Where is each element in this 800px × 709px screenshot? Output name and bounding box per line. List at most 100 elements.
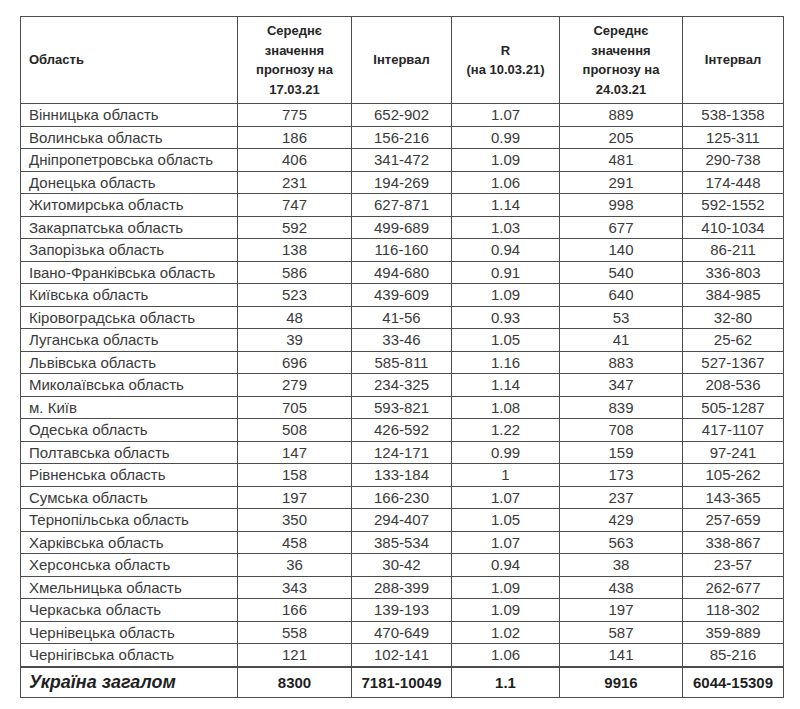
value-cell: 359-889 — [683, 621, 784, 644]
value-cell: 527-1367 — [683, 351, 784, 374]
region-name-cell: Хмельницька область — [21, 576, 238, 599]
value-cell: 140 — [560, 239, 683, 262]
value-cell: 1.08 — [452, 396, 560, 419]
value-cell: 1.14 — [452, 374, 560, 397]
value-cell: 640 — [560, 284, 683, 307]
table-header: Область Середнє значення прогнозу на 17.… — [21, 17, 784, 104]
value-cell: 1.07 — [452, 531, 560, 554]
region-name-cell: Полтавська область — [21, 441, 238, 464]
table-row: Івано-Франківська область586494-6800.915… — [21, 261, 784, 284]
value-cell: 138 — [238, 239, 352, 262]
value-cell: 159 — [560, 441, 683, 464]
value-cell: 385-534 — [352, 531, 452, 554]
value-cell: 174-448 — [683, 171, 784, 194]
region-name-cell: Сумська область — [21, 486, 238, 509]
total-label-cell: Україна загалом — [21, 667, 238, 698]
value-cell: 429 — [560, 509, 683, 532]
value-cell: 708 — [560, 419, 683, 442]
value-cell: 33-46 — [352, 329, 452, 352]
value-cell: 336-803 — [683, 261, 784, 284]
value-cell: 341-472 — [352, 149, 452, 172]
value-cell: 257-659 — [683, 509, 784, 532]
forecast-table: Область Середнє значення прогнозу на 17.… — [20, 16, 784, 698]
value-cell: 205 — [560, 126, 683, 149]
value-cell: 133-184 — [352, 464, 452, 487]
value-cell: 593-821 — [352, 396, 452, 419]
value-cell: 1.07 — [452, 486, 560, 509]
value-cell: 585-811 — [352, 351, 452, 374]
value-cell: 1.02 — [452, 621, 560, 644]
region-name-cell: Волинська область — [21, 126, 238, 149]
table-row: Черкаська область166139-1931.09197118-30… — [21, 599, 784, 622]
table-row: Закарпатська область592499-6891.03677410… — [21, 216, 784, 239]
value-cell: 384-985 — [683, 284, 784, 307]
table-row: Хмельницька область343288-3991.09438262-… — [21, 576, 784, 599]
table-row: Львівська область696585-8111.16883527-13… — [21, 351, 784, 374]
region-name-cell: Львівська область — [21, 351, 238, 374]
table-row: Миколаївська область279234-3251.14347208… — [21, 374, 784, 397]
region-name-cell: Житомирська область — [21, 194, 238, 217]
total-value-cell: 8300 — [238, 667, 352, 698]
value-cell: 197 — [560, 599, 683, 622]
value-cell: 1.06 — [452, 171, 560, 194]
table-row: Запорізька область138116-1600.9414086-21… — [21, 239, 784, 262]
value-cell: 173 — [560, 464, 683, 487]
table-row: Житомирська область747627-8711.14998592-… — [21, 194, 784, 217]
value-cell: 166 — [238, 599, 352, 622]
value-cell: 338-867 — [683, 531, 784, 554]
table-row: Вінницька область775652-9021.07889538-13… — [21, 104, 784, 127]
value-cell: 1.06 — [452, 644, 560, 667]
value-cell: 0.99 — [452, 126, 560, 149]
total-row: Україна загалом83007181-100491.199166044… — [21, 667, 784, 698]
table-row: м. Київ705593-8211.08839505-1287 — [21, 396, 784, 419]
table-row: Волинська область186156-2160.99205125-31… — [21, 126, 784, 149]
table-row: Одеська область508426-5921.22708417-1107 — [21, 419, 784, 442]
region-name-cell: Чернівецька область — [21, 621, 238, 644]
value-cell: 677 — [560, 216, 683, 239]
value-cell: 125-311 — [683, 126, 784, 149]
table-row: Полтавська область147124-1710.9915997-24… — [21, 441, 784, 464]
table-row: Луганська область3933-461.054125-62 — [21, 329, 784, 352]
value-cell: 494-680 — [352, 261, 452, 284]
value-cell: 23-57 — [683, 554, 784, 577]
value-cell: 279 — [238, 374, 352, 397]
value-cell: 234-325 — [352, 374, 452, 397]
region-name-cell: Тернопільська область — [21, 509, 238, 532]
table-row: Харківська область458385-5341.07563338-8… — [21, 531, 784, 554]
value-cell: 627-871 — [352, 194, 452, 217]
value-cell: 343 — [238, 576, 352, 599]
value-cell: 406 — [238, 149, 352, 172]
value-cell: 508 — [238, 419, 352, 442]
value-cell: 288-399 — [352, 576, 452, 599]
value-cell: 1.03 — [452, 216, 560, 239]
header-r-value: R (на 10.03.21) — [452, 17, 560, 104]
value-cell: 36 — [238, 554, 352, 577]
value-cell: 290-738 — [683, 149, 784, 172]
value-cell: 166-230 — [352, 486, 452, 509]
value-cell: 587 — [560, 621, 683, 644]
value-cell: 48 — [238, 306, 352, 329]
value-cell: 118-302 — [683, 599, 784, 622]
value-cell: 194-269 — [352, 171, 452, 194]
value-cell: 30-42 — [352, 554, 452, 577]
value-cell: 0.94 — [452, 239, 560, 262]
value-cell: 0.91 — [452, 261, 560, 284]
value-cell: 499-689 — [352, 216, 452, 239]
value-cell: 158 — [238, 464, 352, 487]
total-value-cell: 1.1 — [452, 667, 560, 698]
value-cell: 294-407 — [352, 509, 452, 532]
value-cell: 38 — [560, 554, 683, 577]
value-cell: 438 — [560, 576, 683, 599]
table-footer: Україна загалом83007181-100491.199166044… — [21, 667, 784, 698]
value-cell: 747 — [238, 194, 352, 217]
region-name-cell: Вінницька область — [21, 104, 238, 127]
value-cell: 197 — [238, 486, 352, 509]
region-name-cell: Луганська область — [21, 329, 238, 352]
value-cell: 775 — [238, 104, 352, 127]
value-cell: 1.09 — [452, 149, 560, 172]
value-cell: 85-216 — [683, 644, 784, 667]
value-cell: 186 — [238, 126, 352, 149]
region-name-cell: Рівненська область — [21, 464, 238, 487]
header-row: Область Середнє значення прогнозу на 17.… — [21, 17, 784, 104]
value-cell: 652-902 — [352, 104, 452, 127]
